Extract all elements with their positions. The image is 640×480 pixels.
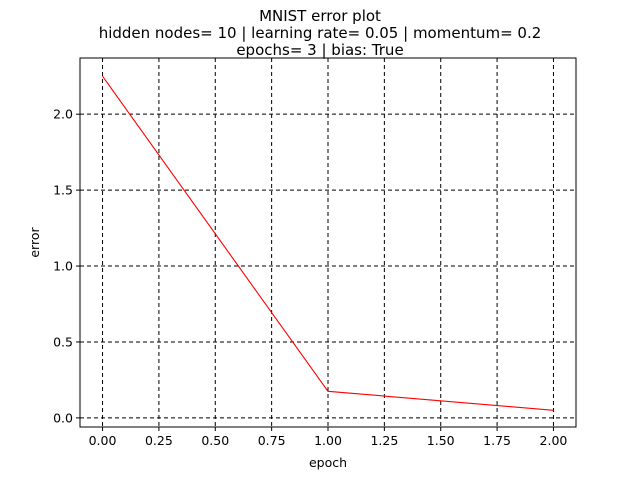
y-tick-label: 0.0 (53, 410, 73, 425)
x-tick-label: 1.00 (314, 433, 342, 448)
tick-layer: 0.00 0.25 0.50 0.75 1.00 1.25 1.50 1.75 2.00 0.0 0… (53, 107, 567, 448)
x-tick-label: 0.25 (145, 433, 173, 448)
y-tick-label: 1.5 (53, 183, 73, 198)
grid-layer (80, 58, 576, 427)
x-tick-label: 0.75 (258, 433, 286, 448)
y-tick-label: 1.0 (53, 259, 73, 274)
chart-title-line-1: MNIST error plot (259, 7, 381, 25)
x-tick-label: 0.50 (201, 433, 229, 448)
x-tick-label: 1.75 (483, 433, 511, 448)
series-layer (102, 75, 554, 411)
chart-title: MNIST error plot hidden nodes= 10 | lear… (99, 7, 542, 59)
x-tick-label: 2.00 (540, 433, 568, 448)
y-tick-label: 2.0 (53, 107, 73, 122)
error-series-line (102, 75, 554, 411)
x-axis-label: epoch (309, 455, 347, 470)
x-tick-label: 1.50 (427, 433, 455, 448)
y-axis-label: error (27, 227, 42, 258)
y-tick-label: 0.5 (53, 334, 73, 349)
chart-title-line-2: hidden nodes= 10 | learning rate= 0.05 |… (99, 24, 542, 42)
x-tick-label: 1.25 (370, 433, 398, 448)
chart-title-line-3: epochs= 3 | bias: True (236, 41, 403, 59)
x-tick-label: 0.00 (89, 433, 117, 448)
